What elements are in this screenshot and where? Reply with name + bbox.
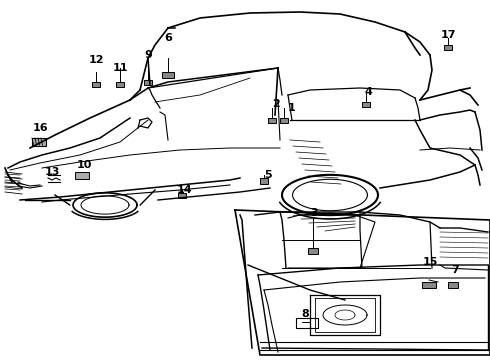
Bar [162, 72, 174, 78]
Bar [362, 102, 370, 107]
Text: 10: 10 [76, 160, 92, 170]
Bar [32, 138, 46, 146]
Bar [144, 80, 152, 85]
Bar [75, 172, 89, 179]
Text: 5: 5 [264, 170, 272, 180]
Bar [422, 282, 436, 288]
Text: 2: 2 [272, 99, 280, 109]
Text: 12: 12 [88, 55, 104, 65]
Text: 16: 16 [32, 123, 48, 133]
Bar [92, 82, 100, 87]
Text: 17: 17 [440, 30, 456, 40]
Bar [296, 318, 318, 328]
Text: 14: 14 [176, 185, 192, 195]
Text: 7: 7 [451, 265, 459, 275]
Bar [308, 248, 318, 254]
Text: 6: 6 [164, 33, 172, 43]
Text: 11: 11 [112, 63, 128, 73]
Text: 4: 4 [364, 87, 372, 97]
Text: 15: 15 [422, 257, 438, 267]
Bar [260, 178, 268, 184]
Text: 8: 8 [301, 309, 309, 319]
Bar [280, 118, 288, 123]
Bar [448, 282, 458, 288]
Text: 9: 9 [144, 50, 152, 60]
Bar [444, 45, 452, 50]
Text: 13: 13 [44, 167, 60, 177]
Text: 3: 3 [310, 208, 318, 218]
Bar [116, 82, 124, 87]
Bar [268, 118, 276, 123]
Bar [178, 193, 186, 198]
Text: 1: 1 [288, 103, 296, 113]
